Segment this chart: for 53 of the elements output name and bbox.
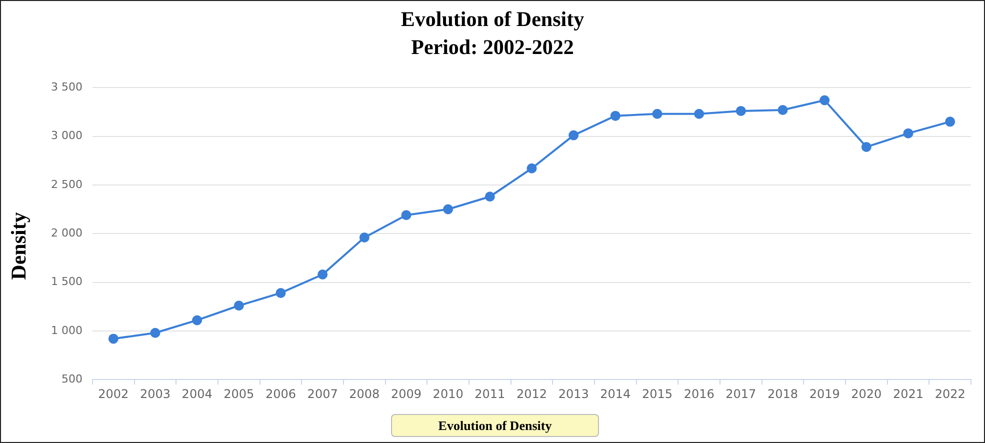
x-tick-label: 2006 — [265, 386, 296, 401]
point — [276, 288, 286, 298]
point — [526, 163, 537, 174]
y-tick-label: 1 000 — [50, 324, 82, 337]
x-tick-label: 2010 — [432, 386, 464, 401]
point — [903, 128, 914, 138]
x-tick-label: 2017 — [726, 386, 756, 401]
y-axis-title: Density — [6, 212, 32, 280]
x-tick-label: 2005 — [224, 386, 254, 401]
x-tick-label: 2015 — [642, 386, 673, 401]
point — [443, 204, 454, 214]
point — [108, 334, 118, 344]
x-tick-label: 2008 — [349, 386, 380, 401]
point — [401, 210, 412, 220]
x-tick-label: 2013 — [558, 386, 589, 401]
x-tick-label: 2021 — [892, 386, 924, 401]
point — [694, 108, 704, 119]
point — [820, 95, 830, 106]
y-tick-label: 1 500 — [50, 275, 82, 288]
x-tick-label: 2012 — [516, 386, 548, 401]
point — [778, 104, 788, 115]
y-tick-label: 3 500 — [50, 80, 82, 94]
x-tick-label: 2019 — [809, 386, 840, 401]
point — [484, 192, 495, 202]
point — [652, 108, 662, 119]
x-tick-label: 2016 — [684, 386, 714, 401]
point — [610, 110, 620, 121]
x-tick-label: 2022 — [934, 386, 966, 401]
point — [318, 269, 328, 280]
chart-subtitle: Period: 2002-2022 — [410, 35, 575, 60]
point — [945, 116, 956, 127]
point — [359, 232, 370, 242]
point — [568, 130, 579, 140]
point — [192, 315, 202, 326]
x-tick-label: 2014 — [600, 386, 631, 401]
x-tick-label: 2009 — [390, 386, 422, 401]
y-tick-label: 2 500 — [50, 178, 82, 191]
x-tick-label: 2002 — [98, 386, 129, 401]
x-tick-label: 2018 — [767, 386, 798, 401]
point — [234, 300, 244, 311]
point — [736, 106, 746, 116]
x-tick-label: 2007 — [307, 386, 338, 401]
x-tick-label: 2004 — [182, 386, 212, 401]
x-tick-label: 2011 — [474, 386, 506, 401]
point — [861, 142, 872, 152]
point — [150, 328, 160, 338]
y-tick-label: 2 000 — [50, 226, 82, 240]
y-tick-label: 3 000 — [50, 129, 82, 142]
x-tick-label: 2020 — [851, 386, 882, 401]
chart-title: Evolution of Density — [400, 7, 586, 32]
y-tick-label: 500 — [61, 372, 82, 386]
text: Evolution of Density — [391, 414, 599, 437]
x-tick-label: 2003 — [140, 386, 171, 401]
